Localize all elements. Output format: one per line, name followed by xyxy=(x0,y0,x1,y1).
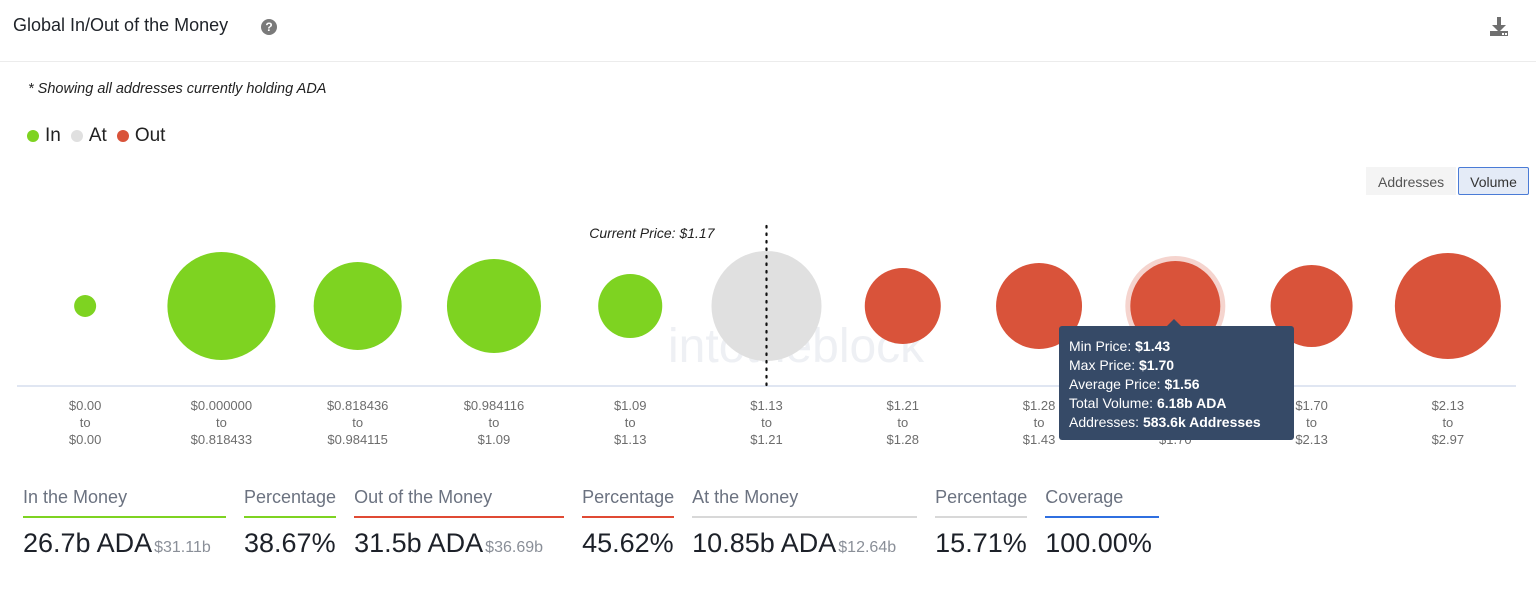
bubble-tooltip: Min Price: $1.43 Max Price: $1.70 Averag… xyxy=(1059,319,1294,440)
tick-label: $1.70 xyxy=(1295,398,1328,413)
legend-item-out[interactable]: Out xyxy=(116,125,166,147)
question-circle-icon[interactable]: ? xyxy=(261,19,277,35)
legend-dot-in xyxy=(27,130,39,142)
stat-coverage: Coverage 100.00% xyxy=(1045,487,1160,559)
bubble-in[interactable] xyxy=(598,273,663,339)
page-title: Global In/Out of the Money xyxy=(13,15,229,35)
tick-label: $1.13 xyxy=(614,432,647,447)
tooltip-row: Max Price: $1.70 xyxy=(1069,357,1175,373)
tick-label: $2.97 xyxy=(1432,432,1465,447)
tick-label: to xyxy=(1034,415,1045,430)
bubble-chart: intotheblock$0.00to$0.00$0.000000to$0.81… xyxy=(17,224,1516,447)
tick-label: $1.13 xyxy=(750,398,783,413)
tick-label: to xyxy=(761,415,772,430)
tooltip-row: Min Price: $1.43 xyxy=(1069,338,1171,354)
bubble-in[interactable] xyxy=(446,259,541,353)
tick-label: $1.43 xyxy=(1023,432,1056,447)
tooltip-row: Average Price: $1.56 xyxy=(1069,376,1200,392)
stat-in-percentage: Percentage 38.67% xyxy=(244,487,337,558)
bubble-out[interactable] xyxy=(864,267,941,345)
addresses-toggle-button[interactable]: Addresses xyxy=(1366,167,1457,195)
tick-label: $0.818436 xyxy=(327,398,388,413)
tick-label: $1.28 xyxy=(886,432,919,447)
summary-stats: In the Money 26.7b ADA $31.11b Percentage… xyxy=(23,487,1177,559)
tick-label: $0.00 xyxy=(69,432,102,447)
tick-label: to xyxy=(216,415,227,430)
current-price-label: Current Price: $1.17 xyxy=(589,225,715,241)
bubble-in[interactable] xyxy=(313,261,402,351)
tick-label: $0.00 xyxy=(69,398,102,413)
stat-at-the-money: At the Money 10.85b ADA $12.64b xyxy=(692,487,918,559)
bubble-at[interactable] xyxy=(711,251,822,361)
tick-label: $1.21 xyxy=(886,398,919,413)
legend: In At Out xyxy=(27,125,175,147)
download-icon[interactable] xyxy=(1488,15,1510,37)
tick-label: to xyxy=(897,415,908,430)
legend-item-in[interactable]: In xyxy=(27,125,61,147)
tooltip-row: Addresses: 583.6k Addresses xyxy=(1069,414,1261,430)
tick-label: to xyxy=(1442,415,1453,430)
tick-label: $0.818433 xyxy=(191,432,252,447)
legend-item-at[interactable]: At xyxy=(70,125,107,147)
tick-label: $1.21 xyxy=(750,432,783,447)
tick-label: $0.984116 xyxy=(464,398,525,413)
stat-out-of-the-money: Out of the Money 31.5b ADA $36.69b xyxy=(354,487,565,559)
tooltip-row: Total Volume: 6.18b ADA xyxy=(1069,395,1227,411)
tick-label: $1.09 xyxy=(478,432,511,447)
header: Global In/Out of the Money ? xyxy=(0,0,1536,62)
tick-label: $0.000000 xyxy=(191,398,252,413)
tick-label: to xyxy=(1306,415,1317,430)
legend-dot-at xyxy=(70,130,83,142)
tick-label: to xyxy=(489,415,500,430)
tick-label: $0.984115 xyxy=(327,432,388,447)
stat-at-percentage: Percentage 15.71% xyxy=(935,487,1028,558)
tick-label: $2.13 xyxy=(1432,398,1465,413)
tick-label: $2.13 xyxy=(1295,432,1328,447)
tick-label: to xyxy=(80,415,91,430)
tick-label: $1.28 xyxy=(1023,398,1056,413)
legend-label: At xyxy=(88,125,107,146)
bubble-in[interactable] xyxy=(167,251,276,361)
legend-dot-out xyxy=(116,130,129,142)
legend-label: In xyxy=(45,125,61,146)
stat-in-the-money: In the Money 26.7b ADA $31.11b xyxy=(23,487,226,559)
bubble-out[interactable] xyxy=(1394,253,1501,359)
bubble-in[interactable] xyxy=(74,294,97,318)
volume-toggle-button[interactable]: Volume xyxy=(1458,167,1529,195)
holding-note: * Showing all addresses currently holdin… xyxy=(28,81,327,97)
tick-label: to xyxy=(352,415,363,430)
stat-out-percentage: Percentage 45.62% xyxy=(582,487,675,558)
metric-toggle: Addresses Volume xyxy=(1366,167,1529,195)
tick-label: to xyxy=(625,415,636,430)
tick-label: $1.09 xyxy=(614,398,647,413)
legend-label: Out xyxy=(134,125,166,146)
